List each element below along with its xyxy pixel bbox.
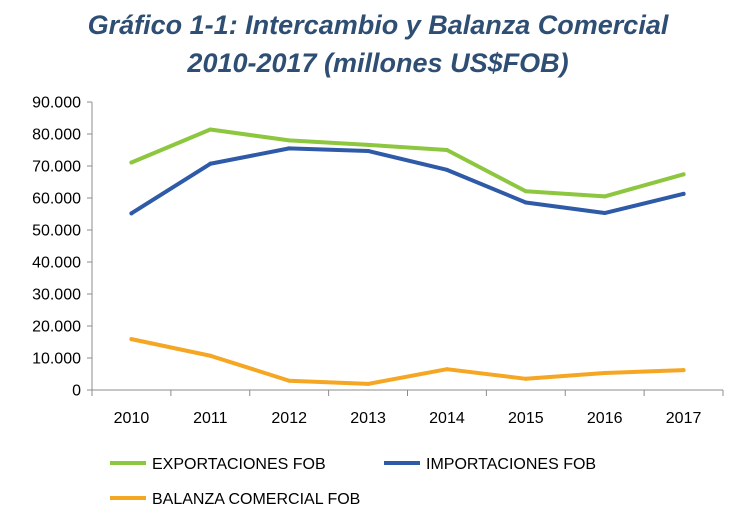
series-3-point: [208, 353, 213, 358]
chart-title: Gráfico 1-1: Intercambio y Balanza Comer…: [0, 6, 756, 82]
series-3-point: [129, 337, 134, 342]
series-1-point: [681, 172, 686, 177]
x-tick-label: 2014: [429, 410, 465, 427]
series-1-point: [523, 189, 528, 194]
series-line-1: [129, 127, 686, 199]
y-tick-label: 40.000: [32, 255, 81, 272]
series-2-point: [129, 211, 134, 216]
y-tick-label: 80.000: [32, 127, 81, 144]
series-3-point: [523, 376, 528, 381]
series-2-point: [523, 200, 528, 205]
y-tick-label: 90.000: [32, 95, 81, 112]
legend-label-3: BALANZA COMERCIAL FOB: [152, 491, 360, 508]
y-tick-label: 10.000: [32, 351, 81, 368]
series-3-point: [366, 381, 371, 386]
series-line-2: [129, 146, 686, 216]
x-tick-label: 2016: [587, 410, 623, 427]
x-tick-label: 2011: [193, 410, 228, 427]
series-group: [129, 127, 686, 386]
series-3-point: [681, 368, 686, 373]
y-tick-label: 60.000: [32, 191, 81, 208]
x-tick-label: 2013: [350, 410, 386, 427]
legend-label-2: IMPORTACIONES FOB: [426, 456, 596, 473]
y-tick-label: 70.000: [32, 159, 81, 176]
series-1-point: [208, 127, 213, 132]
x-tick-label: 2015: [508, 410, 544, 427]
series-3-point: [287, 378, 292, 383]
x-tick-label: 2017: [666, 410, 702, 427]
series-2-point: [366, 148, 371, 153]
series-1-point: [287, 138, 292, 143]
axes: 0 10.000 20.000 30.000 40.000 50.000 60.000 70.…: [32, 95, 724, 427]
series-2-point: [287, 146, 292, 151]
series-line-3: [129, 337, 686, 386]
series-2-point: [681, 191, 686, 196]
series-1-point: [129, 160, 134, 165]
x-tick-label: 2012: [271, 410, 307, 427]
y-tick-label: 0: [72, 383, 81, 400]
chart-title-line-1: Gráfico 1-1: Intercambio y Balanza Comer…: [87, 10, 669, 40]
x-tick-label: 2010: [114, 410, 150, 427]
series-1-point: [366, 142, 371, 147]
series-2-point: [602, 211, 607, 216]
legend-label-1: EXPORTACIONES FOB: [152, 456, 326, 473]
series-1-point: [444, 148, 449, 152]
series-2-point: [208, 161, 213, 166]
y-tick-label: 50.000: [32, 223, 81, 240]
y-tick-label: 30.000: [32, 287, 81, 304]
series-2-point: [444, 167, 449, 172]
y-tick-label: 20.000: [32, 319, 81, 336]
series-3-point: [444, 367, 449, 372]
legend: EXPORTACIONES FOB IMPORTACIONES FOB BALANZ…: [110, 456, 596, 508]
series-1-point: [602, 194, 607, 199]
chart-title-line-2: 2010-2017 (millones US$FOB): [187, 48, 569, 78]
series-3-point: [602, 371, 607, 376]
